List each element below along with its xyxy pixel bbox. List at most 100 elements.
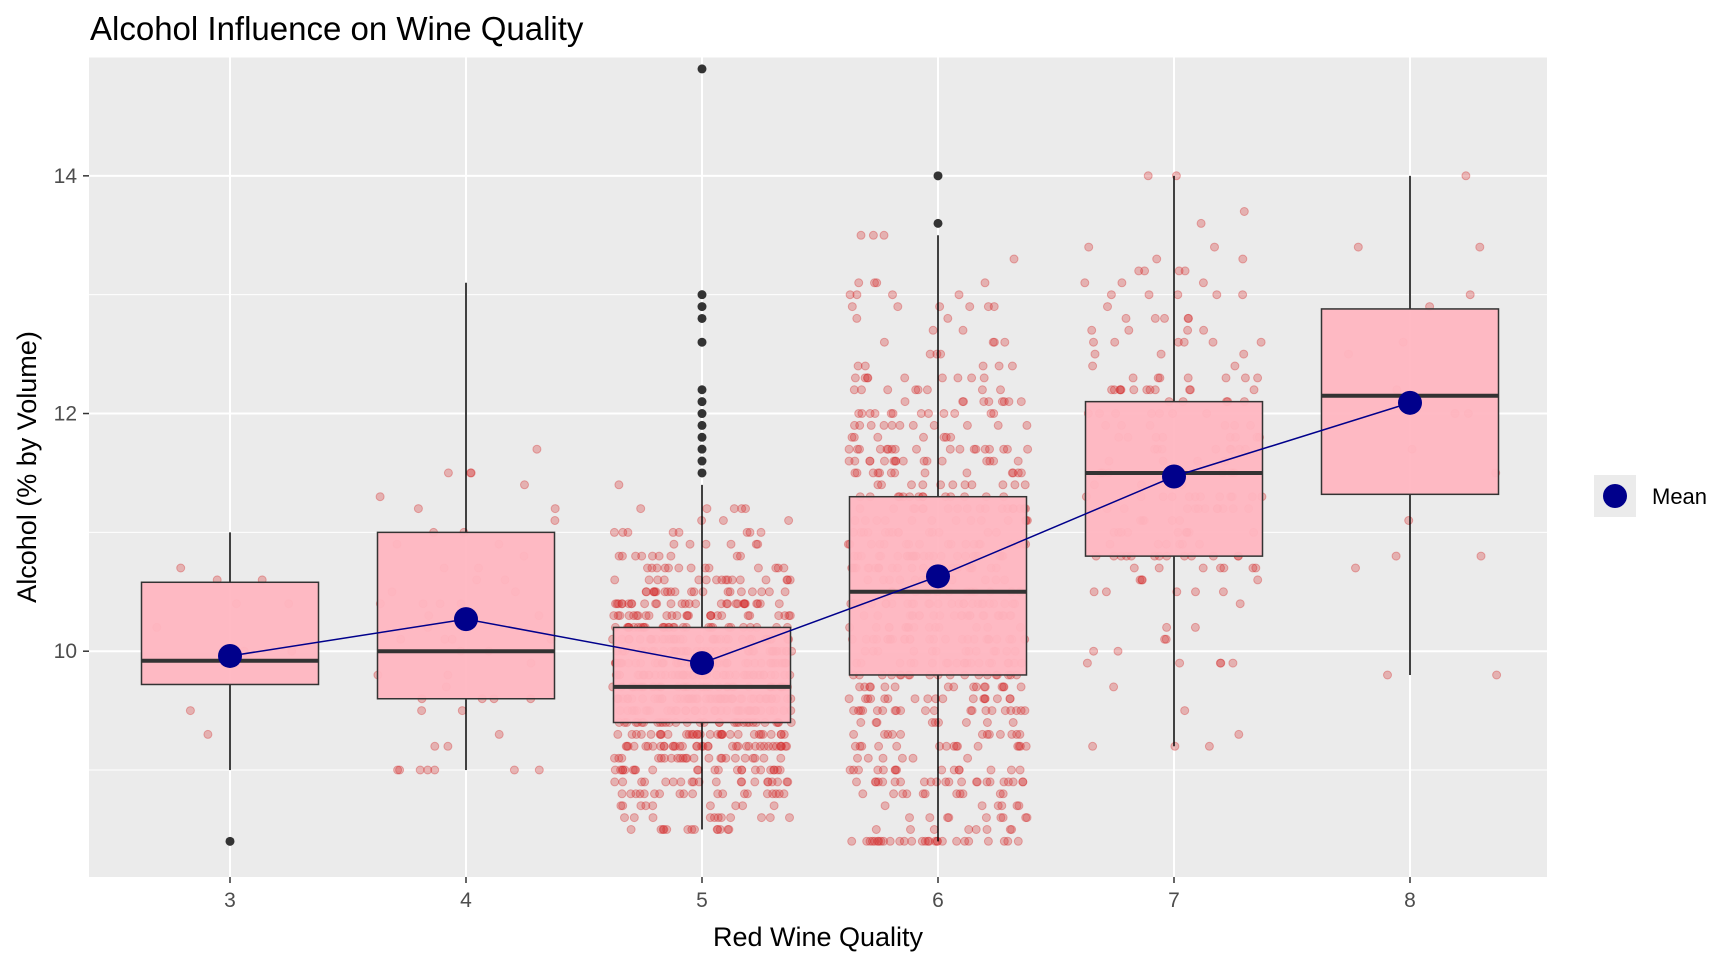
- jitter-point: [701, 575, 711, 585]
- jitter-point: [724, 825, 734, 834]
- jitter-point: [999, 836, 1009, 846]
- jitter-point: [1013, 468, 1023, 478]
- jitter-point: [675, 753, 685, 763]
- jitter-point: [663, 729, 673, 739]
- jitter-point: [706, 611, 716, 621]
- jitter-point: [718, 789, 728, 799]
- jitter-point: [996, 813, 1006, 823]
- jitter-point: [979, 373, 989, 383]
- jitter-point: [650, 789, 659, 799]
- jitter-point: [983, 836, 993, 846]
- jitter-point: [1153, 373, 1163, 383]
- jitter-point: [550, 504, 560, 514]
- jitter-point: [640, 599, 650, 609]
- plot-panel: [89, 57, 1547, 877]
- mean-point: [1162, 464, 1186, 489]
- jitter-point: [924, 409, 933, 418]
- jitter-point: [857, 385, 866, 395]
- jitter-point: [1170, 741, 1180, 751]
- jitter-point: [1353, 242, 1363, 252]
- jitter-point: [1000, 337, 1010, 347]
- jitter-point: [998, 813, 1008, 823]
- jitter-point: [898, 456, 908, 466]
- jitter-point: [779, 729, 789, 739]
- jitter-point: [1238, 254, 1248, 264]
- jitter-point: [999, 777, 1009, 787]
- jitter-point: [1145, 385, 1155, 395]
- outlier-point: [697, 385, 707, 395]
- jitter-point: [726, 813, 736, 823]
- jitter-point: [922, 456, 932, 466]
- jitter-point: [969, 444, 979, 454]
- jitter-point: [989, 409, 999, 418]
- jitter-point: [1021, 813, 1031, 823]
- jitter-point: [844, 456, 854, 466]
- jitter-point: [969, 682, 979, 692]
- jitter-point: [996, 385, 1005, 395]
- jitter-point: [779, 789, 789, 799]
- jitter-point: [895, 836, 905, 846]
- jitter-point: [856, 706, 866, 716]
- jitter-point: [845, 765, 855, 775]
- jitter-point: [1089, 587, 1099, 597]
- jitter-point: [713, 611, 722, 621]
- jitter-point: [977, 729, 987, 739]
- jitter-point: [948, 480, 958, 490]
- jitter-point: [741, 741, 751, 751]
- jitter-point: [748, 753, 758, 763]
- jitter-point: [1175, 658, 1185, 668]
- jitter-point: [1253, 373, 1263, 383]
- jitter-point: [984, 729, 994, 739]
- jitter-point: [716, 753, 726, 763]
- jitter-point: [958, 789, 968, 799]
- jitter-point: [745, 611, 755, 621]
- jitter-point: [1216, 658, 1226, 668]
- jitter-point: [722, 599, 732, 609]
- jitter-point: [852, 777, 861, 787]
- jitter-point: [886, 468, 896, 478]
- jitter-point: [1000, 706, 1010, 716]
- legend: Mean: [1594, 475, 1707, 517]
- jitter-point: [985, 456, 995, 466]
- y-axis-title: Alcohol (% by Volume): [12, 331, 42, 603]
- jitter-point: [889, 456, 899, 466]
- jitter-point: [783, 575, 793, 585]
- jitter-point: [868, 468, 878, 478]
- jitter-point: [1238, 290, 1248, 300]
- jitter-point: [950, 409, 960, 418]
- jitter-point: [689, 777, 699, 787]
- jitter-point: [1087, 325, 1097, 335]
- jitter-point: [890, 456, 900, 466]
- jitter-point: [923, 694, 933, 704]
- jitter-point: [1221, 373, 1231, 383]
- jitter-point: [857, 409, 867, 418]
- jitter-point: [1005, 694, 1015, 704]
- jitter-point: [627, 599, 637, 609]
- jitter-point: [687, 777, 697, 787]
- jitter-point: [1461, 171, 1471, 181]
- jitter-point: [989, 302, 999, 312]
- jitter-point: [740, 753, 750, 763]
- jitter-point: [750, 765, 760, 775]
- jitter-point: [1216, 563, 1225, 573]
- jitter-point: [989, 337, 999, 347]
- jitter-point: [624, 611, 634, 621]
- jitter-point: [878, 765, 888, 775]
- jitter-point: [1117, 278, 1127, 288]
- jitter-point: [1174, 266, 1184, 276]
- jitter-point: [716, 813, 726, 823]
- jitter-point: [631, 729, 641, 739]
- jitter-point: [986, 765, 996, 775]
- jitter-point: [943, 682, 953, 692]
- jitter-point: [704, 563, 714, 573]
- outlier-point: [697, 302, 707, 312]
- jitter-point: [723, 825, 733, 834]
- jitter-point: [785, 575, 795, 585]
- jitter-point: [764, 741, 773, 751]
- jitter-point: [733, 599, 743, 609]
- jitter-point: [918, 789, 928, 799]
- jitter-point: [987, 706, 997, 716]
- jitter-point: [1016, 682, 1026, 692]
- jitter-point: [892, 765, 902, 775]
- jitter-point: [917, 836, 927, 846]
